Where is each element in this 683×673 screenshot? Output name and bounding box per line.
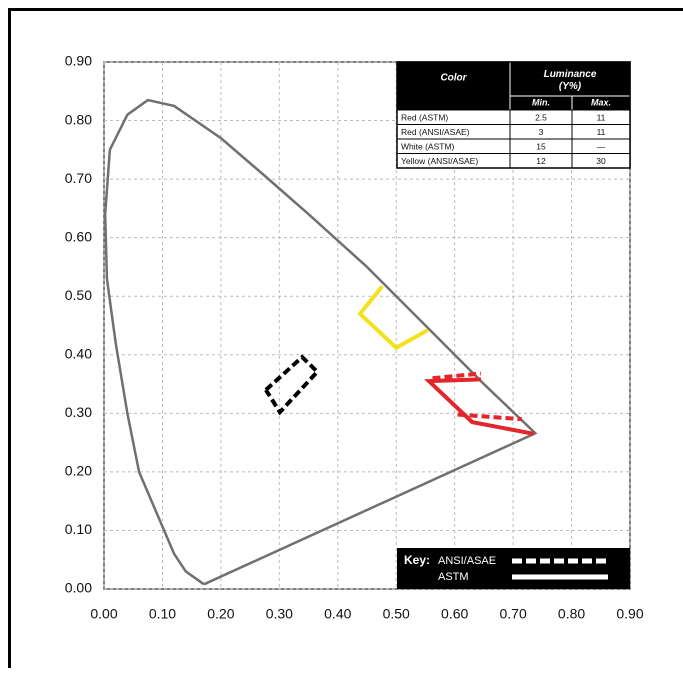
- key-label: Key:: [404, 553, 430, 567]
- table-cell: 11: [597, 127, 606, 137]
- table-header-text: Luminance: [544, 69, 597, 80]
- y-tick-label: 0.00: [65, 580, 92, 596]
- table-cell: 11: [597, 113, 606, 123]
- table-subheader: Min.: [532, 97, 550, 107]
- table-cell: Red (ANSI/ASAE): [401, 127, 470, 137]
- table-cell: 3: [539, 127, 544, 137]
- x-tick-label: 0.10: [149, 606, 176, 622]
- x-tick-label: 0.00: [90, 606, 117, 622]
- table-header: Color: [440, 73, 467, 84]
- y-tick-label: 0.10: [65, 521, 92, 537]
- table-cell: 30: [596, 156, 606, 166]
- x-tick-label: 0.20: [207, 606, 234, 622]
- table-cell: White (ASTM): [401, 142, 455, 152]
- y-tick-label: 0.50: [65, 287, 92, 303]
- y-tick-label: 0.60: [65, 228, 92, 244]
- x-tick-label: 0.50: [383, 606, 410, 622]
- table-cell: 12: [536, 156, 546, 166]
- x-tick-label: 0.60: [441, 606, 468, 622]
- table-cell: 15: [536, 142, 546, 152]
- y-tick-label: 0.80: [65, 111, 92, 127]
- table-cell: 2.5: [535, 113, 547, 123]
- y-tick-label: 0.40: [65, 345, 92, 361]
- x-tick-label: 0.30: [266, 606, 293, 622]
- table-cell: Red (ASTM): [401, 113, 448, 123]
- table-subheader: Max.: [591, 97, 611, 107]
- table-header-text: (Y%): [559, 81, 582, 92]
- x-tick-label: 0.80: [558, 606, 585, 622]
- table-cell: —: [597, 142, 606, 152]
- table-cell: Yellow (ANSI/ASAE): [401, 156, 478, 166]
- y-tick-label: 0.20: [65, 463, 92, 479]
- x-tick-label: 0.70: [499, 606, 526, 622]
- y-tick-label: 0.30: [65, 404, 92, 420]
- y-tick-label: 0.70: [65, 170, 92, 186]
- key-entry: ASTM: [438, 571, 469, 583]
- key-entry: ANSI/ASAE: [438, 555, 496, 567]
- x-tick-label: 0.40: [324, 606, 351, 622]
- y-tick-label: 0.90: [65, 53, 92, 69]
- x-tick-label: 0.90: [616, 606, 643, 622]
- key-bg: [397, 548, 630, 589]
